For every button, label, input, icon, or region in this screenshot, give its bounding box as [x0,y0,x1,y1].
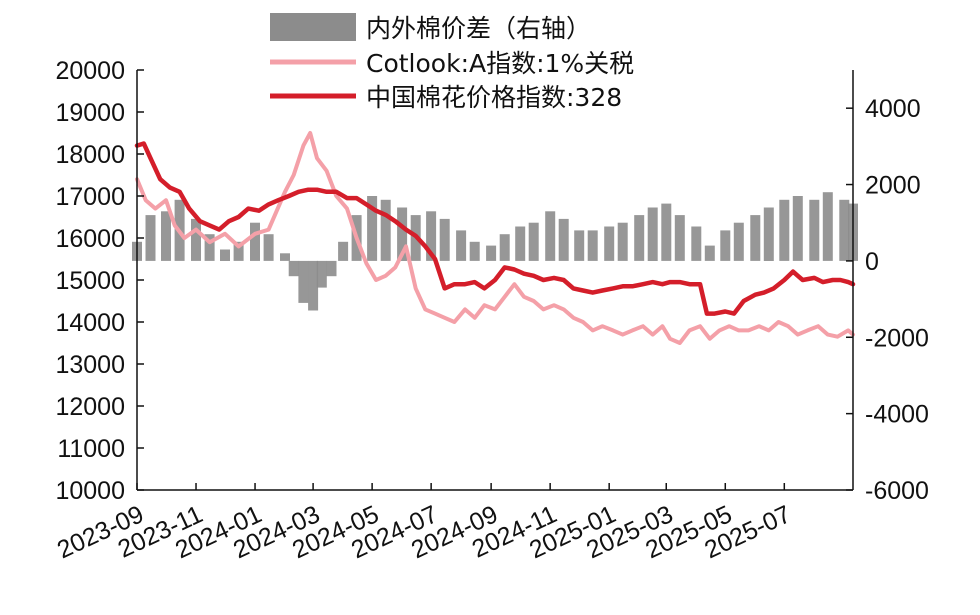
left-tick-label: 11000 [57,435,125,463]
spread-bar [316,260,327,288]
right-tick-label: 2000 [865,172,921,200]
right-tick-label: -2000 [865,324,929,352]
right-tick-label: 4000 [865,95,921,123]
spread-bar [250,222,260,261]
spread-bar [528,222,539,261]
spread-bar [674,215,685,261]
legend-label-cotlook: Cotlook:A指数:1%关税 [366,49,634,78]
left-tick-label: 18000 [55,141,125,169]
spread-bar [456,230,467,261]
spread-bar [191,218,201,261]
tick-labels: 2000019000180001700016000150001400013000… [53,57,929,564]
spread-bar [704,245,715,261]
spread-bar [439,218,450,261]
spread-bar [691,226,702,261]
spread-bar [367,196,378,261]
left-tick-label: 10000 [55,477,125,505]
spread-bar [298,260,309,303]
spread-bar [161,211,171,261]
spread-bar [661,203,672,261]
spread-bar [288,260,299,277]
spread-bar [204,234,215,261]
legend-label-china: 中国棉花价格指数:328 [366,83,622,112]
spread-bar [763,207,774,261]
left-tick-label: 20000 [55,57,125,85]
spread-bar [233,241,244,261]
spread-bar [469,241,480,261]
spread-bar [792,196,803,261]
left-tick-label: 16000 [55,225,125,253]
spread-bar [750,215,761,261]
spread-bar [822,192,833,261]
spread-bar [486,245,497,261]
price-spread-bars [132,192,858,311]
china-cotton-index-line [134,141,856,316]
right-tick-label: 0 [865,248,879,276]
spread-bar [220,249,230,261]
spread-bar [634,215,645,261]
spread-bar [326,260,337,277]
spread-bar [720,230,731,261]
right-tick-label: -6000 [865,477,929,505]
left-tick-label: 12000 [55,393,125,421]
spread-bar [587,230,598,261]
spread-bar [380,199,391,261]
right-tick-label: -4000 [865,401,929,429]
legend-swatch-spread [270,13,356,41]
spread-bar [839,199,850,261]
spread-bar [499,234,510,261]
legend: 内外棉价差（右轴） Cotlook:A指数:1%关税 中国棉花价格指数:328 [270,13,634,112]
spread-bar [809,199,820,261]
spread-bar [426,211,437,261]
left-tick-label: 15000 [55,267,125,295]
price-lines [134,131,856,345]
left-tick-label: 13000 [55,351,125,379]
spread-bar [647,207,658,261]
spread-bar [733,222,744,261]
spread-bar [263,234,274,261]
spread-bar [397,207,408,261]
left-tick-label: 19000 [55,99,125,127]
spread-bar [574,230,585,261]
spread-bar [604,226,615,261]
spread-bar [617,222,628,261]
spread-bar [558,218,569,261]
legend-label-spread: 内外棉价差（右轴） [366,14,591,43]
spread-bar [515,226,526,261]
spread-bar [545,211,556,261]
cotlook-a-line [135,131,855,345]
spread-bar [338,241,349,261]
left-tick-label: 14000 [55,309,125,337]
spread-bar [779,199,790,261]
spread-bar [280,253,290,261]
spread-bar [308,260,319,311]
left-tick-label: 17000 [55,183,125,211]
spread-bar [145,215,156,261]
